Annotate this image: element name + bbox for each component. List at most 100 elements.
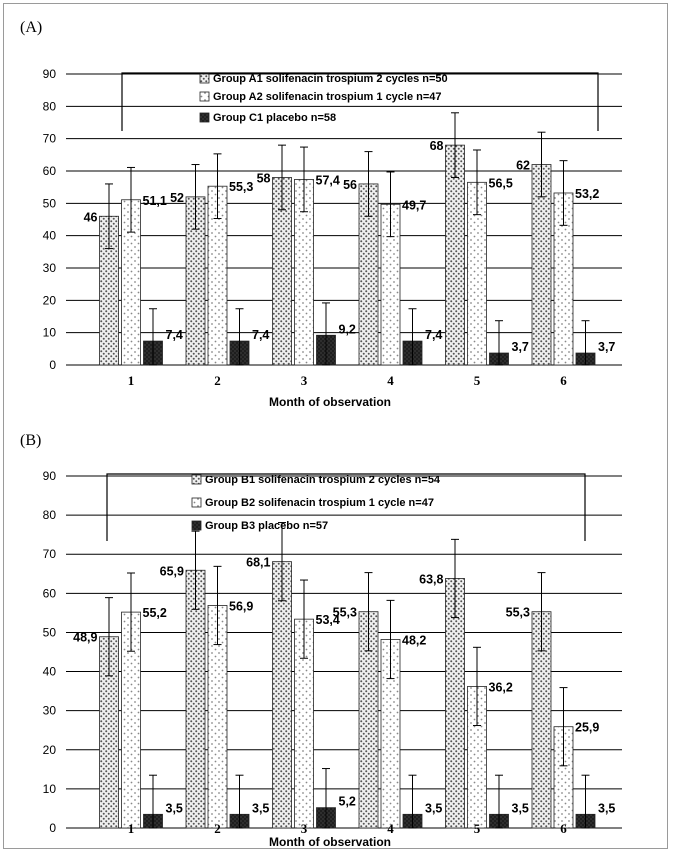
data-label: 68 bbox=[430, 139, 444, 153]
y-tick-label: 60 bbox=[43, 164, 57, 178]
data-label: 55,3 bbox=[229, 180, 253, 194]
legend: Group A1 solifenacin trospium 2 cycles n… bbox=[199, 73, 448, 124]
bar bbox=[272, 561, 292, 829]
data-label: 36,2 bbox=[489, 680, 513, 694]
data-label: 65,9 bbox=[160, 564, 184, 578]
y-tick-label: 40 bbox=[43, 665, 57, 679]
legend-frame bbox=[121, 72, 599, 131]
y-tick-labels: 0 10 20 30 40 50 60 70 80 90 bbox=[43, 469, 57, 835]
data-label: 9,2 bbox=[339, 322, 356, 336]
legend-swatch bbox=[191, 520, 202, 531]
y-tick-label: 50 bbox=[43, 196, 57, 210]
x-tick-label: 3 bbox=[301, 821, 308, 836]
panel-label: (B) bbox=[20, 432, 41, 449]
y-tick-label: 90 bbox=[43, 469, 57, 483]
data-label: 56,5 bbox=[489, 176, 513, 190]
data-label: 3,5 bbox=[512, 801, 529, 815]
y-tick-label: 20 bbox=[43, 293, 57, 307]
data-label: 56,9 bbox=[229, 599, 253, 613]
chart-panel-b: (B) 48,965,968,155,363,855,355,2 56,953,4… bbox=[20, 432, 622, 849]
y-tick-label: 0 bbox=[49, 821, 56, 835]
figure-frame bbox=[3, 3, 668, 849]
data-label: 58 bbox=[257, 171, 271, 185]
data-label: 53,4 bbox=[316, 613, 340, 627]
legend-box bbox=[121, 72, 599, 131]
legend-entry: Group B2 solifenacin trospium 1 cycle n=… bbox=[205, 497, 434, 509]
y-tick-label: 40 bbox=[43, 229, 57, 243]
x-tick-label: 2 bbox=[214, 821, 221, 836]
legend-entry: Group B1 solifenacin trospium 2 cycles n… bbox=[205, 474, 441, 486]
data-label: 3,5 bbox=[598, 801, 615, 815]
y-tick-label: 90 bbox=[43, 67, 57, 81]
bar bbox=[445, 144, 465, 366]
data-label: 48,2 bbox=[402, 633, 426, 647]
y-tick-label: 70 bbox=[43, 547, 57, 561]
legend-swatch bbox=[191, 497, 202, 508]
legend-entry: Group C1 placebo n=58 bbox=[213, 112, 336, 124]
x-tick-label: 6 bbox=[560, 373, 567, 388]
data-label: 25,9 bbox=[575, 721, 599, 735]
legend-entry: Group A2 solifenacin trospium 1 cycle n=… bbox=[213, 91, 442, 103]
y-tick-label: 70 bbox=[43, 132, 57, 146]
data-label: 55,3 bbox=[506, 606, 530, 620]
y-tick-labels: 0 10 20 30 40 50 60 70 80 90 bbox=[43, 67, 57, 372]
x-tick-labels: 1 2 3 4 5 6 bbox=[128, 821, 568, 836]
data-label: 51,1 bbox=[143, 194, 167, 208]
y-tick-label: 20 bbox=[43, 743, 57, 757]
data-label: 3,5 bbox=[425, 801, 442, 815]
data-label: 52 bbox=[170, 191, 184, 205]
data-label: 53,2 bbox=[575, 187, 599, 201]
data-label: 63,8 bbox=[419, 572, 443, 586]
x-tick-label: 5 bbox=[474, 821, 481, 836]
data-label: 3,5 bbox=[252, 801, 269, 815]
x-tick-label: 6 bbox=[560, 821, 567, 836]
legend: Group B1 solifenacin trospium 2 cycles n… bbox=[191, 474, 441, 532]
y-tick-label: 30 bbox=[43, 261, 57, 275]
grid-lines bbox=[66, 73, 622, 366]
y-tick-label: 0 bbox=[49, 358, 56, 372]
y-tick-label: 60 bbox=[43, 586, 57, 600]
data-label: 49,7 bbox=[402, 198, 426, 212]
x-axis-label: Month of observation bbox=[269, 395, 391, 409]
x-axis-label: Month of observation bbox=[269, 835, 391, 849]
data-label: 68,1 bbox=[246, 556, 270, 570]
legend-entry: Group A1 solifenacin trospium 2 cycles n… bbox=[213, 73, 448, 85]
panel-label: (A) bbox=[20, 19, 42, 36]
legend-swatch bbox=[199, 73, 210, 84]
legend-swatch bbox=[191, 474, 202, 485]
data-label: 3,7 bbox=[512, 340, 529, 354]
legend-swatch bbox=[199, 91, 210, 102]
y-tick-label: 80 bbox=[43, 508, 57, 522]
x-tick-label: 2 bbox=[214, 373, 221, 388]
data-label: 5,2 bbox=[339, 795, 356, 809]
data-label: 46 bbox=[84, 210, 98, 224]
y-tick-label: 50 bbox=[43, 625, 57, 639]
x-tick-label: 4 bbox=[387, 373, 394, 388]
x-tick-label: 4 bbox=[387, 821, 394, 836]
x-tick-label: 3 bbox=[301, 373, 308, 388]
data-label: 62 bbox=[516, 159, 530, 173]
y-tick-label: 10 bbox=[43, 326, 57, 340]
x-tick-labels: 1 2 3 4 5 6 bbox=[128, 373, 568, 388]
bars: 46 52 58 56 68 62 51,1 55,3 57,4 49,7 56,5 53,2 7,4 7… bbox=[84, 112, 615, 366]
data-label: 55,2 bbox=[143, 606, 167, 620]
data-label: 3,7 bbox=[598, 340, 615, 354]
x-tick-label: 1 bbox=[128, 373, 135, 388]
x-tick-label: 1 bbox=[128, 821, 135, 836]
data-label: 57,4 bbox=[316, 173, 340, 187]
legend-entry: Group B3 placebo n=57 bbox=[205, 520, 328, 532]
data-label: 48,9 bbox=[73, 631, 97, 645]
y-tick-label: 80 bbox=[43, 99, 57, 113]
legend-frame bbox=[106, 473, 586, 541]
data-label: 55,3 bbox=[333, 606, 357, 620]
data-label: 7,4 bbox=[425, 328, 442, 342]
data-label: 7,4 bbox=[252, 328, 269, 342]
grid-lines bbox=[66, 475, 622, 829]
data-label: 7,4 bbox=[166, 328, 183, 342]
x-tick-label: 5 bbox=[474, 373, 481, 388]
bars: 48,9 65,9 68,1 55,3 63,8 55,3 55,2 56,9 53,4 48,2… bbox=[73, 522, 615, 829]
data-label: 56 bbox=[343, 178, 357, 192]
y-tick-label: 10 bbox=[43, 782, 57, 796]
